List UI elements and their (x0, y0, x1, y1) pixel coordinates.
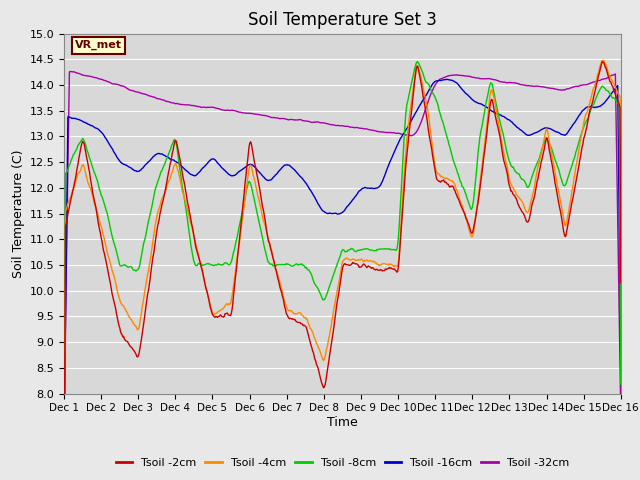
X-axis label: Time: Time (327, 416, 358, 429)
Text: VR_met: VR_met (75, 40, 122, 50)
Legend: Tsoil -2cm, Tsoil -4cm, Tsoil -8cm, Tsoil -16cm, Tsoil -32cm: Tsoil -2cm, Tsoil -4cm, Tsoil -8cm, Tsoi… (111, 453, 573, 472)
Y-axis label: Soil Temperature (C): Soil Temperature (C) (12, 149, 26, 278)
Title: Soil Temperature Set 3: Soil Temperature Set 3 (248, 11, 437, 29)
